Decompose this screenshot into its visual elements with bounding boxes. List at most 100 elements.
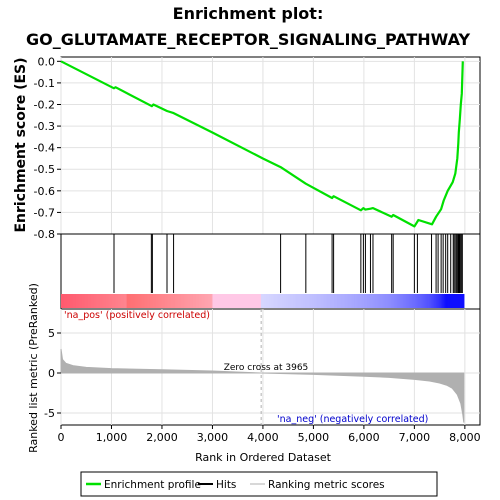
rank-color-segment (234, 294, 237, 308)
rank-color-segment (128, 294, 131, 308)
rank-color-segment (151, 294, 154, 308)
rank-color-segment (433, 294, 436, 308)
rank-color-segment (407, 294, 409, 308)
es-ylabel: Enrichment score (ES) (13, 57, 29, 232)
rank-color-segment (320, 294, 323, 308)
rank-color-segment (206, 294, 208, 308)
legend-hits-label: Hits (216, 479, 236, 491)
legend: Enrichment profile Hits Ranking metric s… (80, 471, 438, 497)
rank-color-segment (85, 294, 87, 308)
rank-color-segment (208, 294, 211, 308)
rank-color-segment (386, 294, 388, 308)
rank-color-segment (77, 294, 79, 308)
rank-color-segment (118, 294, 121, 308)
rank-color-segment (264, 294, 267, 308)
rank-color-segment (340, 294, 343, 308)
rank-color-segment (334, 294, 337, 308)
metric-tick-label: -5 (44, 407, 55, 420)
rank-color-segment (352, 294, 355, 308)
rank-color-segment (272, 294, 274, 308)
rank-color-segment (311, 294, 313, 308)
rank-color-segment (351, 294, 354, 308)
rank-color-segment (80, 294, 82, 308)
rank-color-segment (408, 294, 410, 308)
rank-color-segment (78, 294, 80, 308)
rank-color-segment (121, 294, 124, 308)
rank-color-segment (268, 294, 271, 308)
rank-color-segment (199, 294, 201, 308)
rank-color-segment (248, 294, 251, 308)
rank-color-segment (114, 294, 117, 308)
rank-color-segment (396, 294, 398, 308)
rank-color-segment (349, 294, 352, 308)
rank-color-segment (305, 294, 307, 308)
rank-color-segment (82, 294, 84, 308)
rank-color-segment (156, 294, 159, 308)
rank-color-segment (430, 294, 433, 308)
rank-color-segment (348, 294, 351, 308)
es-tick-label: -0.1 (34, 77, 55, 90)
rank-color-segment (261, 294, 264, 308)
rank-color-segment (101, 294, 103, 308)
rank-color-segment (405, 294, 407, 308)
rank-color-segment (418, 294, 421, 308)
rank-color-segment (347, 294, 350, 308)
rank-color-segment (277, 294, 279, 308)
es-tick-label: -0.6 (34, 185, 55, 198)
rank-color-segment (292, 294, 294, 308)
rank-color-segment (145, 294, 148, 308)
x-tick-label: 6,000 (348, 431, 380, 444)
rank-color-segment (207, 294, 210, 308)
rank-color-segment (364, 294, 367, 308)
rank-color-segment (322, 294, 325, 308)
rank-color-segment (368, 294, 371, 308)
rank-color-segment (301, 294, 303, 308)
es-tick-label: -0.4 (34, 142, 55, 155)
rank-color-segment (201, 294, 203, 308)
rank-color-segment (246, 294, 249, 308)
rank-color-segment (162, 294, 165, 308)
rank-color-segment (361, 294, 364, 308)
es-panel-frame (60, 56, 481, 235)
rank-color-segment (237, 294, 240, 308)
rank-color-segment (304, 294, 306, 308)
rank-color-segment (238, 294, 241, 308)
rank-color-segment (300, 294, 302, 308)
legend-profile-label: Enrichment profile (104, 479, 201, 491)
rank-color-segment (253, 294, 256, 308)
rank-color-segment (457, 294, 460, 308)
rank-color-segment (372, 294, 375, 308)
rank-color-segment (247, 294, 250, 308)
x-tick-label: 0 (58, 431, 65, 444)
rank-color-segment (257, 294, 260, 308)
rank-color-segment (365, 294, 368, 308)
rank-color-segment (210, 294, 213, 308)
rank-color-segment (424, 294, 427, 308)
rank-color-segment (456, 294, 459, 308)
rank-color-segment (440, 294, 443, 308)
rank-color-segment (255, 294, 258, 308)
rank-color-segment (203, 294, 205, 308)
rank-color-segment (302, 294, 304, 308)
rank-color-segment (419, 294, 422, 308)
rank-color-segment (69, 294, 71, 308)
rank-color-segment (256, 294, 259, 308)
rank-color-segment (341, 294, 344, 308)
es-tick-label: -0.8 (34, 228, 55, 241)
rank-color-segment (239, 294, 242, 308)
rank-color-segment (310, 294, 312, 308)
rank-color-segment (260, 294, 263, 308)
rank-color-segment (105, 294, 108, 308)
rank-color-segment (92, 294, 94, 308)
rank-color-segment (458, 294, 461, 308)
rank-color-segment (378, 294, 380, 308)
rank-color-segment (360, 294, 363, 308)
rank-color-segment (273, 294, 275, 308)
rank-color-segment (337, 294, 340, 308)
rank-color-segment (455, 294, 458, 308)
rank-color-segment (335, 294, 338, 308)
rank-color-segment (127, 294, 130, 308)
rank-color-segment (411, 294, 413, 308)
rank-color-segment (93, 294, 95, 308)
rank-color-segment (243, 294, 246, 308)
